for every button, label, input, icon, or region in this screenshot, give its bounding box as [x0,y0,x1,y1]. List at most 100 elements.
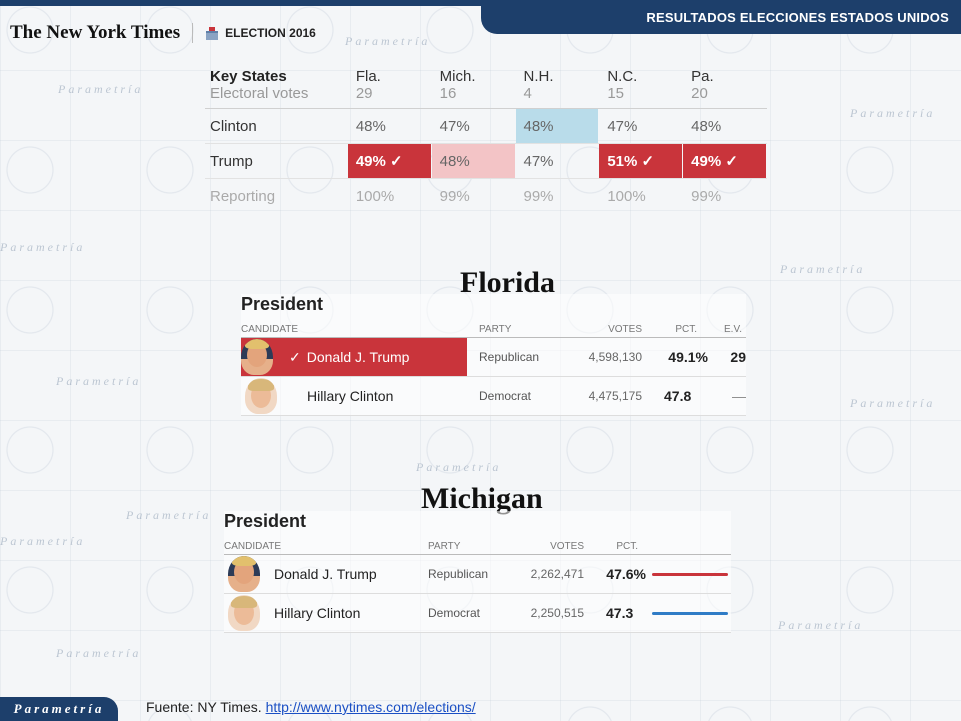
florida-results-table: President CANDIDATE PARTY VOTES PCT. E.V… [241,294,746,416]
col-candidate: CANDIDATE [224,540,282,552]
source-label: Fuente: NY Times. [146,699,262,715]
reporting-cell: 100% [607,187,646,205]
candidate-name: Donald J. Trump [274,566,377,582]
candidate-row: Donald J. Trump Republican 2,262,471 47.… [224,555,731,594]
percent: 47.8 [664,388,692,404]
michigan-title: Michigan [421,482,543,515]
reporting-row: Reporting 100% 99% 99% 100% 99% [205,179,767,213]
source-link[interactable]: http://www.nytimes.com/elections/ [265,699,476,715]
col-pct: PCT. [616,540,638,552]
state-header: Fla. 29 [355,68,381,102]
row-label: Trump [210,152,253,170]
column-header-row: CANDIDATE PARTY VOTES PCT. [224,538,731,555]
candidate-name: Hillary Clinton [274,605,361,621]
col-ev: E.V. [724,323,742,335]
key-states-table: Key States Electoral votes Fla. 29 Mich. 1… [205,64,767,213]
divider [192,23,194,43]
candidate-row: Hillary Clinton Democrat 4,475,175 47.8 … [241,377,746,416]
result-cell-winner: 51% ✓ [599,144,683,178]
candidate-name: Donald J. Trump [306,349,410,365]
nyt-header: The New York Times ELECTION 2016 [10,22,316,44]
watermark: Parametría [780,262,866,276]
reporting-cell: 99% [523,187,554,205]
candidate-row: Hillary Clinton Democrat 2,250,515 47.3 [224,594,731,633]
votes: 2,250,515 [530,606,584,620]
row-label: Reporting [210,187,276,205]
col-pct: PCT. [675,323,697,335]
electoral-votes-label: Electoral votes [210,85,309,102]
header-title-tab: RESULTADOS ELECCIONES ESTADOS UNIDOS [481,0,961,34]
watermark: Parametría [58,82,144,96]
watermark: Parametría [56,374,142,388]
watermark: Parametría [56,646,142,660]
result-cell: 48% [355,117,386,135]
result-cell: 48% [691,117,722,135]
col-votes: VOTES [608,323,642,335]
col-candidate: CANDIDATE [241,323,299,335]
votes: 2,262,471 [530,567,584,581]
clinton-avatar [228,595,260,631]
row-label: Clinton [210,117,257,135]
watermark: Parametría [126,508,212,522]
col-party: PARTY [479,323,512,335]
watermark: Parametría [850,396,936,410]
result-cell: 47% [523,152,554,170]
page-title: RESULTADOS ELECCIONES ESTADOS UNIDOS [646,9,949,25]
col-party: PARTY [428,540,461,552]
candidate-row: ✓ Donald J. Trump Republican 4,598,130 4… [241,338,746,377]
state-header: N.C. 15 [607,68,638,102]
source-note: Fuente: NY Times. http://www.nytimes.com… [146,699,476,715]
watermark: Parametría [345,34,431,48]
ballot-box-icon [206,27,219,40]
top-band [0,0,961,6]
result-cell: 47% [607,117,638,135]
vote-share-bar-democrat [652,611,728,615]
votes: 4,598,130 [588,350,642,364]
party: Democrat [428,606,481,620]
clinton-row: Clinton 48% 47% 48% 47% 48% [205,109,767,144]
reporting-cell: 99% [691,187,722,205]
party: Republican [479,350,540,364]
vote-share-bar-republican [652,572,728,576]
state-header: Pa. 20 [691,68,714,102]
trump-avatar [228,556,260,592]
nyt-logo: The New York Times [10,22,181,43]
watermark: Parametría [850,106,936,120]
percent: 49.1% [668,349,708,365]
party: Democrat [479,389,532,403]
florida-title: Florida [460,266,555,299]
clinton-avatar [245,378,277,414]
percent: 47.6% [606,566,646,582]
column-header-row: CANDIDATE PARTY VOTES PCT. E.V. [241,321,746,338]
key-states-title: Key States [210,68,287,85]
watermark: Parametría [0,534,86,548]
result-cell-winner: 49% ✓ [347,144,431,178]
result-cell-lead: 48% [431,144,515,178]
watermark: Parametría [0,240,86,254]
election-label: ELECTION 2016 [225,26,316,40]
result-cell-lead: 48% [515,109,599,143]
result-cell-winner: 49% ✓ [683,144,766,178]
watermark: Parametría [416,460,502,474]
office-title: President [241,294,324,314]
percent: 47.3 [606,605,634,621]
votes: 4,475,175 [588,389,642,403]
electoral-votes: 29 [730,349,746,365]
key-states-header-row: Key States Electoral votes Fla. 29 Mich. 1… [205,64,767,109]
trump-avatar [241,339,273,375]
col-votes: VOTES [550,540,584,552]
michigan-results-table: President CANDIDATE PARTY VOTES PCT. Don… [224,511,731,633]
reporting-cell: 99% [439,187,470,205]
reporting-cell: 100% [355,187,395,205]
state-header: N.H. 4 [523,68,554,102]
office-title: President [224,511,307,531]
trump-row: Trump 49% ✓ 48% 47% 51% ✓ 49% ✓ [205,144,767,179]
parametria-logo: Parametría [0,697,118,721]
candidate-name: Hillary Clinton [307,388,394,404]
check-icon: ✓ [289,348,301,365]
result-cell: 47% [439,117,470,135]
watermark: Parametría [778,618,864,632]
party: Republican [428,567,489,581]
state-header: Mich. 16 [439,68,476,102]
electoral-votes: — [732,388,746,404]
